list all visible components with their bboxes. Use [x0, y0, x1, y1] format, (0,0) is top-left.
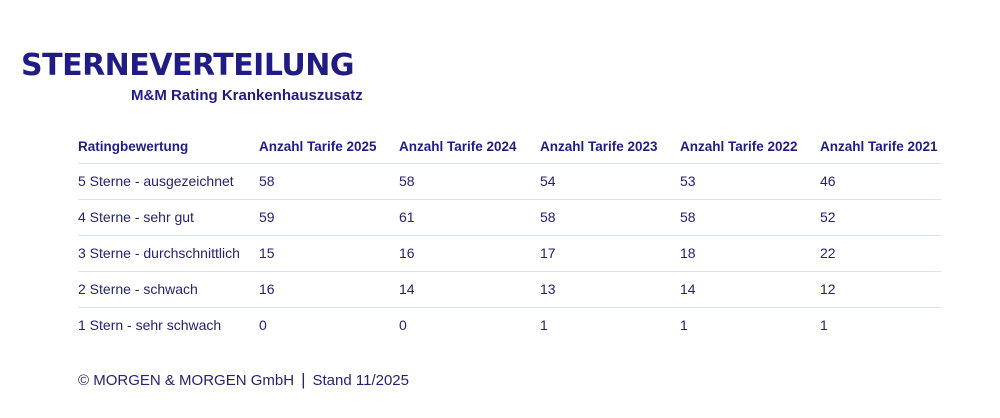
value-cell: 12	[820, 271, 941, 308]
value-cell: 54	[540, 163, 680, 200]
value-cell: 1	[820, 317, 828, 334]
value-cell: 17	[540, 235, 680, 272]
page-title: STERNEVERTEILUNG	[21, 48, 355, 84]
value-cell: 13	[540, 271, 680, 308]
value-cell: 58	[540, 199, 680, 236]
value-cell: 16	[259, 271, 399, 308]
table-header-row: Ratingbewertung Anzahl Tarife 2025 Anzah…	[78, 130, 941, 164]
value-cell: 0	[259, 317, 267, 334]
column-header-tarife-2024: Anzahl Tarife 2024	[399, 130, 540, 164]
row-label-cell: 4 Sterne - sehr gut	[78, 199, 259, 236]
table-row-3-sterne: 3 Sterne - durchschnittlich 15 16 17 18 …	[78, 235, 941, 272]
column-header-tarife-2022: Anzahl Tarife 2022	[680, 130, 820, 164]
value-cell: 0	[399, 317, 407, 334]
column-header-tarife-2025: Anzahl Tarife 2025	[259, 130, 399, 164]
value-cell: 22	[820, 235, 941, 272]
value-cell: 58	[399, 163, 540, 200]
value-cell: 18	[680, 235, 820, 272]
table-row-5-sterne: 5 Sterne - ausgezeichnet 58 58 54 53 46	[78, 163, 941, 200]
value-cell: 58	[680, 199, 820, 236]
value-cell: 1	[540, 317, 548, 334]
value-cell: 58	[259, 163, 399, 200]
ratings-table-container: Ratingbewertung Anzahl Tarife 2025 Anzah…	[78, 130, 941, 343]
column-header-ratingbewertung: Ratingbewertung	[78, 130, 259, 164]
footer: © MORGEN & MORGEN GmbH | Stand 11/2025	[78, 370, 409, 389]
table-row-1-stern: 1 Stern - sehr schwach 0 0 1 1 1	[78, 307, 941, 343]
row-label-cell: 3 Sterne - durchschnittlich	[78, 235, 259, 272]
ratings-table: Ratingbewertung Anzahl Tarife 2025 Anzah…	[78, 130, 941, 343]
value-cell: 14	[399, 271, 540, 308]
column-header-tarife-2023: Anzahl Tarife 2023	[540, 130, 680, 164]
row-label-cell: 5 Sterne - ausgezeichnet	[78, 163, 259, 200]
value-cell: 1	[680, 317, 688, 334]
page-subtitle: M&M Rating Krankenhauszusatz	[131, 87, 363, 104]
row-label-cell: 2 Sterne - schwach	[78, 271, 259, 308]
copyright-text: © MORGEN & MORGEN GmbH	[78, 372, 295, 389]
value-cell: 14	[680, 271, 820, 308]
table-row-2-sterne: 2 Sterne - schwach 16 14 13 14 12	[78, 271, 941, 308]
column-header-tarife-2021: Anzahl Tarife 2021	[820, 130, 941, 164]
value-cell: 61	[399, 199, 540, 236]
value-cell: 46	[820, 163, 941, 200]
value-cell: 53	[680, 163, 820, 200]
footer-separator: |	[301, 370, 306, 389]
value-cell: 59	[259, 199, 399, 236]
stand-text: Stand 11/2025	[312, 372, 409, 389]
value-cell: 52	[820, 199, 941, 236]
value-cell: 15	[259, 235, 399, 272]
value-cell: 16	[399, 235, 540, 272]
table-row-4-sterne: 4 Sterne - sehr gut 59 61 58 58 52	[78, 199, 941, 236]
row-label-cell: 1 Stern - sehr schwach	[78, 317, 222, 334]
